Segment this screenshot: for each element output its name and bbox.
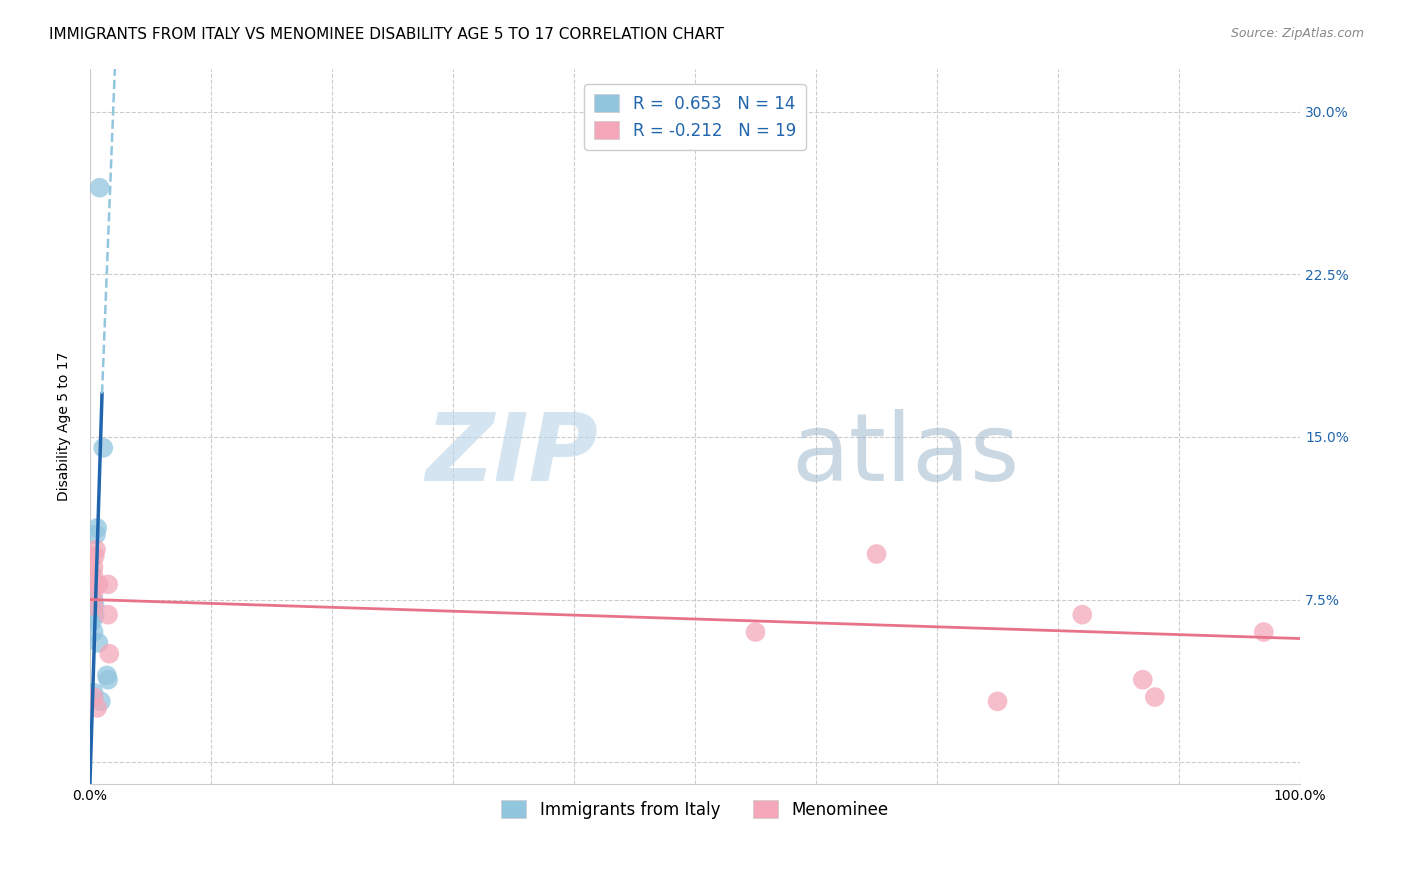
Point (86, 701, 108, 715)
Point (83, 599, 105, 613)
Text: ZIP: ZIP (426, 409, 598, 500)
Point (986, 694, 1008, 708)
Point (87, 577, 110, 591)
Point (83, 599, 105, 613)
Point (83, 690, 105, 704)
Point (97, 577, 120, 591)
Point (83, 549, 105, 564)
Point (96, 668, 118, 682)
Point (865, 547, 887, 561)
Point (83, 625, 105, 640)
Point (83, 568, 105, 582)
Text: atlas: atlas (792, 409, 1021, 500)
Point (84, 527, 107, 541)
Point (89, 180, 111, 194)
Point (83, 592, 105, 607)
Point (1132, 673, 1154, 687)
Point (87, 636, 110, 650)
Point (97, 607, 120, 622)
Text: IMMIGRANTS FROM ITALY VS MENOMINEE DISABILITY AGE 5 TO 17 CORRELATION CHART: IMMIGRANTS FROM ITALY VS MENOMINEE DISAB… (49, 27, 724, 42)
Y-axis label: Disability Age 5 to 17: Disability Age 5 to 17 (58, 351, 72, 500)
Point (90, 694, 112, 708)
Point (97, 673, 120, 687)
Point (1071, 607, 1094, 622)
Point (1143, 690, 1166, 704)
Point (84, 542, 107, 557)
Point (91, 441, 114, 455)
Point (1253, 625, 1275, 640)
Point (98, 647, 121, 661)
Point (82, 614, 104, 628)
Point (83, 586, 105, 600)
Point (744, 625, 766, 640)
Legend: Immigrants from Italy, Menominee: Immigrants from Italy, Menominee (495, 794, 896, 825)
Point (83, 686, 105, 700)
Point (83, 607, 105, 622)
Text: Source: ZipAtlas.com: Source: ZipAtlas.com (1230, 27, 1364, 40)
Point (86, 521, 108, 535)
Point (83, 560, 105, 574)
